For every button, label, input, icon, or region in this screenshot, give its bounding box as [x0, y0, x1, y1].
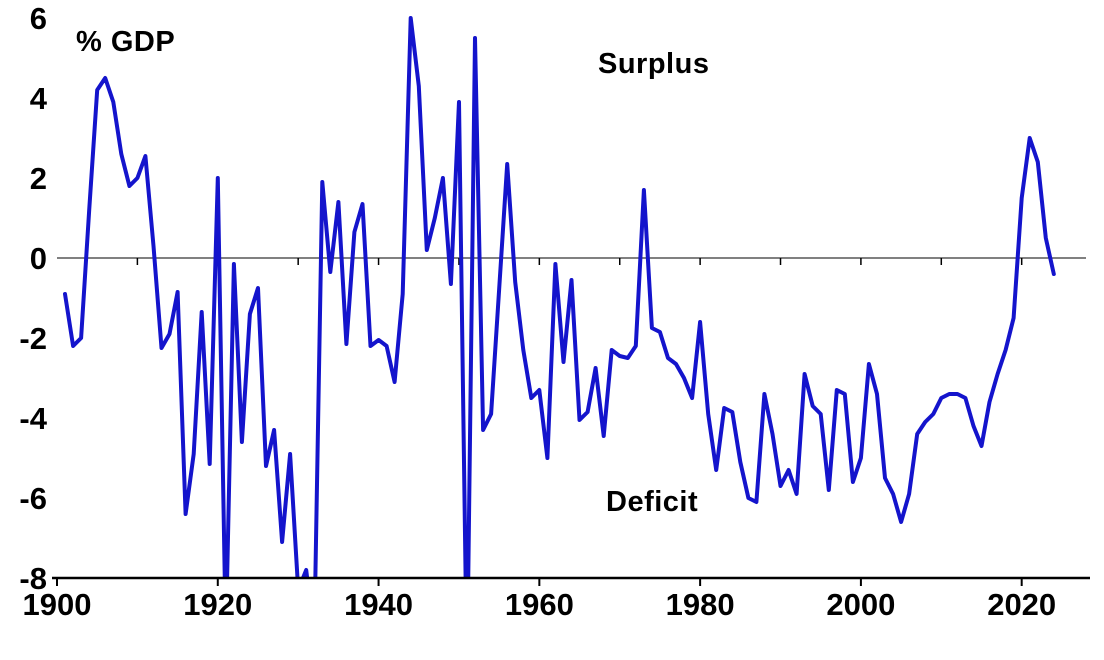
x-tick-label: 1980	[666, 587, 735, 622]
y-tick-label: -6	[19, 481, 47, 516]
x-tick-label: 1920	[183, 587, 252, 622]
budget-balance-line	[63, 16, 1056, 578]
y-tick-label: 0	[30, 241, 47, 276]
x-tick-label: 1960	[505, 587, 574, 622]
unit-label: % GDP	[76, 26, 176, 58]
y-tick-label: 6	[30, 1, 47, 36]
deficit-label: Deficit	[606, 486, 699, 518]
y-tick-label: -2	[19, 321, 47, 356]
surplus-label: Surplus	[598, 48, 710, 80]
x-tick-label: 2000	[826, 587, 895, 622]
y-tick-label: -8	[19, 561, 47, 596]
x-tick-label: 1940	[344, 587, 413, 622]
y-tick-label: -4	[19, 401, 47, 436]
x-tick-label: 2020	[987, 587, 1056, 622]
y-tick-label: 2	[30, 161, 47, 196]
y-tick-label: 4	[30, 81, 48, 116]
x-tick-label: 1900	[23, 587, 92, 622]
